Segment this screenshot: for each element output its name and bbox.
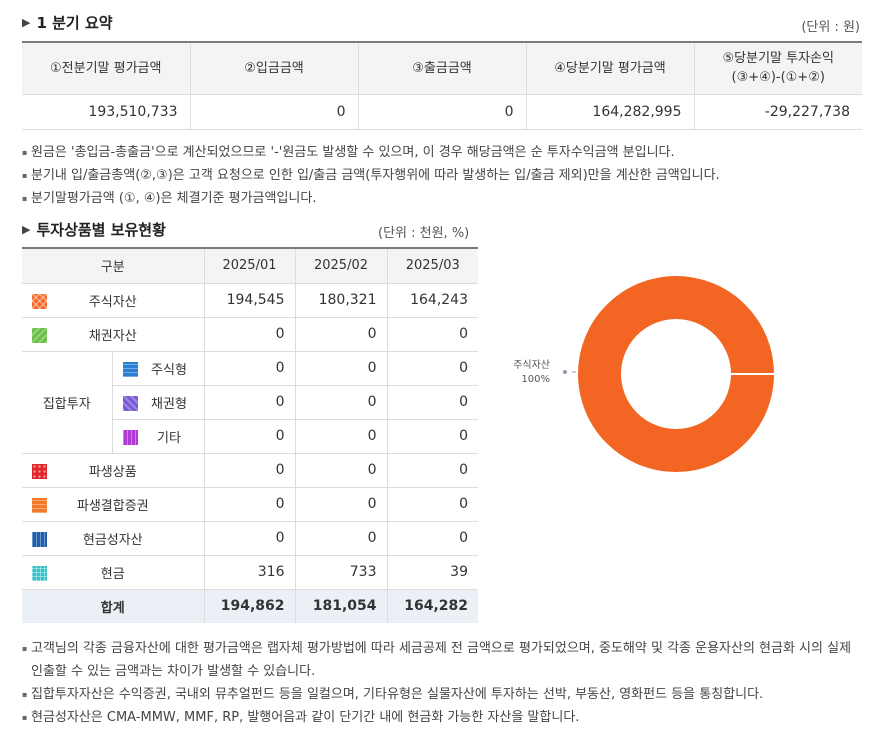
asset-allocation-donut-chart: 주식자산 100%	[513, 276, 775, 472]
total-label: 합계	[22, 589, 205, 623]
holdings-header-category: 구분	[22, 248, 205, 284]
note-item: 고객님의 각종 금융자산에 대한 평가금액은 랩자체 평가방법에 따라 세금공제…	[22, 637, 862, 683]
summary-notes: 원금은 '총입금-총출금'으로 계산되었으므로 '-'원금도 발생할 수 있으며…	[22, 141, 862, 210]
holdings-table: 구분 2025/01 2025/02 2025/03 주식자산 194,545 …	[22, 247, 478, 623]
table-row: 기타 0 0 0	[22, 419, 478, 454]
table-row: 집합투자 주식형 0 0 0	[22, 351, 478, 454]
table-row: 파생상품 0 0 0	[22, 453, 478, 488]
derivatives-swatch-icon	[32, 463, 47, 479]
derivative-linked-securities-swatch-icon	[32, 497, 47, 513]
summary-header-withdrawal: ③출금금액	[358, 42, 527, 95]
collective-investment-label: 집합투자	[22, 351, 113, 454]
summary-header-profit: ⑤당분기말 투자손익 (③+④)-(①+②)	[694, 42, 862, 95]
arrow-right-icon: ▶	[22, 223, 31, 236]
slice-label-name: 주식자산	[513, 359, 550, 371]
holdings-header-month: 2025/01	[204, 248, 296, 284]
summary-section-title: ▶ 1 분기 요약	[22, 14, 113, 32]
table-row: 현금 316 733 39	[22, 555, 478, 590]
holdings-unit: (단위 : 천원, %)	[378, 226, 470, 241]
summary-withdrawal: 0	[358, 94, 527, 130]
slice-label-value: 100%	[521, 374, 550, 385]
table-row: 파생결합증권 0 0 0	[22, 487, 478, 522]
note-item: 원금은 '총입금-총출금'으로 계산되었으므로 '-'원금도 발생할 수 있으며…	[22, 141, 862, 164]
donut-slice-0	[578, 276, 774, 472]
note-item: 분기내 입/출금총액(②,③)은 고객 요청으로 인한 입/출금 금액(투자행위…	[22, 164, 862, 187]
row-label: 현금	[100, 566, 125, 582]
summary-header-current-value: ④당분기말 평가금액	[526, 42, 695, 95]
summary-header-row: ①전분기말 평가금액 ②입금금액 ③출금금액 ④당분기말 평가금액 ⑤당분기말 …	[22, 42, 862, 95]
row-label: 주식자산	[88, 294, 137, 310]
row-label: 채권자산	[88, 328, 137, 344]
summary-unit: (단위 : 원)	[801, 20, 860, 35]
bond-fund-swatch-icon	[122, 395, 138, 411]
summary-value-row: 193,510,733 0 0 164,282,995 -29,227,738	[22, 94, 862, 130]
row-label: 채권형	[151, 396, 187, 412]
other-fund-swatch-icon	[122, 429, 138, 445]
table-row: 채권자산 0 0 0	[22, 317, 478, 352]
table-row: 채권형 0 0 0	[22, 385, 478, 420]
table-row: 주식자산 194,545 180,321 164,243	[22, 283, 478, 318]
summary-header-deposit: ②입금금액	[190, 42, 359, 95]
holdings-header-month: 2025/03	[387, 248, 478, 284]
slice-leader-dot	[563, 370, 567, 374]
row-label: 파생상품	[88, 464, 137, 480]
summary-header-prev-value: ①전분기말 평가금액	[22, 42, 191, 95]
row-label: 주식형	[151, 362, 187, 378]
equity-fund-swatch-icon	[122, 361, 138, 377]
arrow-right-icon: ▶	[22, 16, 31, 29]
row-label: 기타	[157, 430, 181, 446]
quarter-summary-table: ①전분기말 평가금액 ②입금금액 ③출금금액 ④당분기말 평가금액 ⑤당분기말 …	[22, 41, 862, 130]
note-item: 현금성자산은 CMA-MMW, MMF, RP, 발행어음과 같이 단기간 내에…	[22, 706, 862, 729]
row-label: 파생결합증권	[76, 498, 149, 514]
note-item: 집합투자자산은 수익증권, 국내외 뮤추얼펀드 등을 일컬으며, 기타유형은 실…	[22, 683, 862, 706]
summary-current-value: 164,282,995	[526, 94, 695, 130]
holdings-notes: 고객님의 각종 금융자산에 대한 평가금액은 랩자체 평가방법에 따라 세금공제…	[22, 637, 862, 729]
holdings-section-title: ▶ 투자상품별 보유현황	[22, 221, 166, 239]
bond-asset-swatch-icon	[32, 327, 47, 343]
row-label: 현금성자산	[82, 532, 143, 548]
summary-deposit: 0	[190, 94, 359, 130]
holdings-header-row: 구분 2025/01 2025/02 2025/03	[22, 248, 478, 284]
cash-swatch-icon	[32, 565, 47, 581]
summary-profit: -29,227,738	[694, 94, 862, 130]
summary-prev-value: 193,510,733	[22, 94, 191, 130]
cash-equivalents-swatch-icon	[32, 531, 47, 547]
total-row: 합계 194,862 181,054 164,282	[22, 589, 478, 623]
stock-asset-swatch-icon	[32, 293, 47, 309]
holdings-header-month: 2025/02	[295, 248, 388, 284]
note-item: 분기말평가금액 (①, ④)은 체결기준 평가금액입니다.	[22, 187, 862, 210]
table-row: 현금성자산 0 0 0	[22, 521, 478, 556]
